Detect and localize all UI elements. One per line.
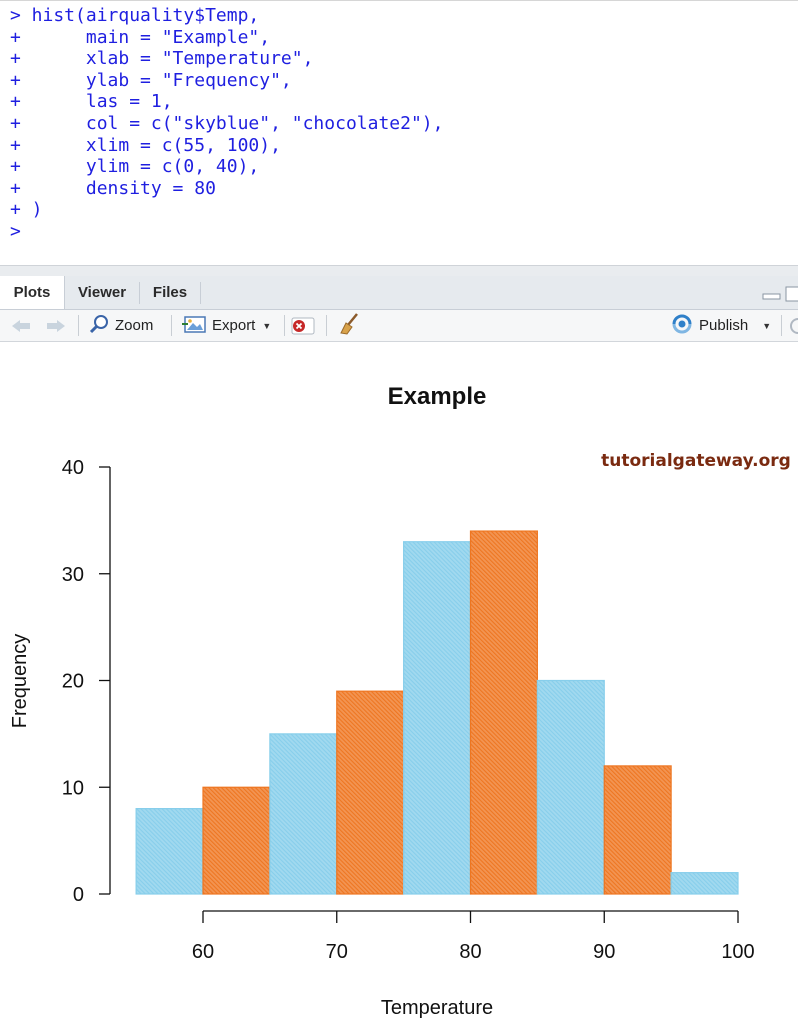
y-tick-label: 10 (62, 777, 84, 799)
plot-viewer[interactable]: Example tutorialgateway.org 0 10 20 30 40 60… (0, 342, 798, 1024)
console-output: > hist(airquality$Temp, + main = "Example… (0, 1, 798, 243)
publish-label: Publish (699, 317, 749, 334)
console-line: + ylim = c(0, 40), (10, 156, 260, 178)
console-line: + las = 1, (10, 91, 173, 113)
console-line: + main = "Example", (10, 26, 271, 48)
histogram-bar (202, 786, 271, 895)
pane-tab-bar: Plots Viewer Files (0, 276, 798, 310)
toolbar-divider (171, 315, 172, 336)
export-label: Export (212, 317, 256, 334)
chevron-down-icon: ▼ (762, 320, 772, 331)
x-tick-label: 60 (192, 941, 214, 963)
toolbar-divider (781, 315, 782, 336)
watermark-text: tutorialgateway.org (601, 451, 791, 471)
toolbar-divider (326, 315, 327, 336)
console-line: + xlim = c(55, 100), (10, 134, 281, 156)
y-tick-label: 20 (62, 671, 84, 693)
x-axis: 60 70 80 90 100 (192, 910, 755, 963)
y-tick-label: 40 (62, 457, 84, 479)
back-arrow-icon[interactable] (10, 313, 32, 338)
y-axis-label: Frequency (9, 634, 31, 729)
console-line: + density = 80 (10, 177, 216, 199)
tab-divider (200, 282, 201, 304)
y-axis: 0 10 20 30 40 (62, 457, 111, 906)
forward-arrow-icon[interactable] (45, 313, 67, 338)
zoom-button[interactable]: Zoom (89, 313, 153, 338)
publish-icon (671, 314, 693, 338)
histogram-bar (336, 690, 405, 895)
maximize-pane-icon[interactable] (785, 286, 798, 306)
console-line: + col = c("skyblue", "chocolate2"), (10, 112, 444, 134)
export-image-icon (182, 314, 206, 338)
histogram-bar (269, 733, 338, 895)
histogram-bar (403, 541, 472, 895)
refresh-icon[interactable] (788, 313, 798, 338)
x-tick-label: 80 (459, 941, 481, 963)
tab-plots[interactable]: Plots (0, 276, 65, 309)
histogram-bar (135, 808, 204, 895)
remove-plot-button[interactable] (291, 313, 315, 338)
magnifier-icon (89, 314, 109, 338)
x-tick-label: 90 (593, 941, 615, 963)
x-tick-label: 70 (326, 941, 348, 963)
y-tick-label: 30 (62, 564, 84, 586)
toolbar-divider (284, 315, 285, 336)
chart-title: Example (388, 383, 487, 410)
export-button[interactable]: Export ▼ (182, 313, 271, 338)
histogram-chart: Example tutorialgateway.org 0 10 20 30 40 60… (9, 383, 791, 1019)
minimize-pane-icon[interactable] (762, 286, 782, 305)
histogram-bar (536, 679, 605, 895)
bars-group (135, 530, 739, 895)
toolbar-divider (78, 315, 79, 336)
histogram-bar (670, 872, 739, 895)
console-line: + ylab = "Frequency", (10, 69, 292, 91)
tab-files[interactable]: Files (152, 284, 188, 301)
broom-icon (337, 312, 361, 339)
console-prompt[interactable]: > (10, 220, 21, 242)
chevron-down-icon: ▼ (262, 320, 272, 331)
console-line: > hist(airquality$Temp, (10, 5, 260, 26)
console-line: + ) (10, 199, 43, 221)
plots-toolbar: Zoom Export ▼ Publish ▼ (0, 310, 798, 342)
console-line: + xlab = "Temperature", (10, 48, 314, 70)
publish-button[interactable]: Publish ▼ (671, 313, 771, 338)
x-axis-label: Temperature (381, 997, 493, 1019)
x-tick-label: 100 (721, 941, 754, 963)
y-tick-label: 0 (73, 884, 84, 906)
tab-viewer[interactable]: Viewer (77, 284, 127, 301)
histogram-bar (469, 530, 538, 895)
console-pane[interactable]: > hist(airquality$Temp, + main = "Example… (0, 0, 798, 266)
clear-plots-button[interactable] (337, 312, 361, 339)
tab-divider (139, 282, 140, 304)
zoom-label: Zoom (115, 317, 154, 334)
histogram-bar (603, 765, 672, 895)
